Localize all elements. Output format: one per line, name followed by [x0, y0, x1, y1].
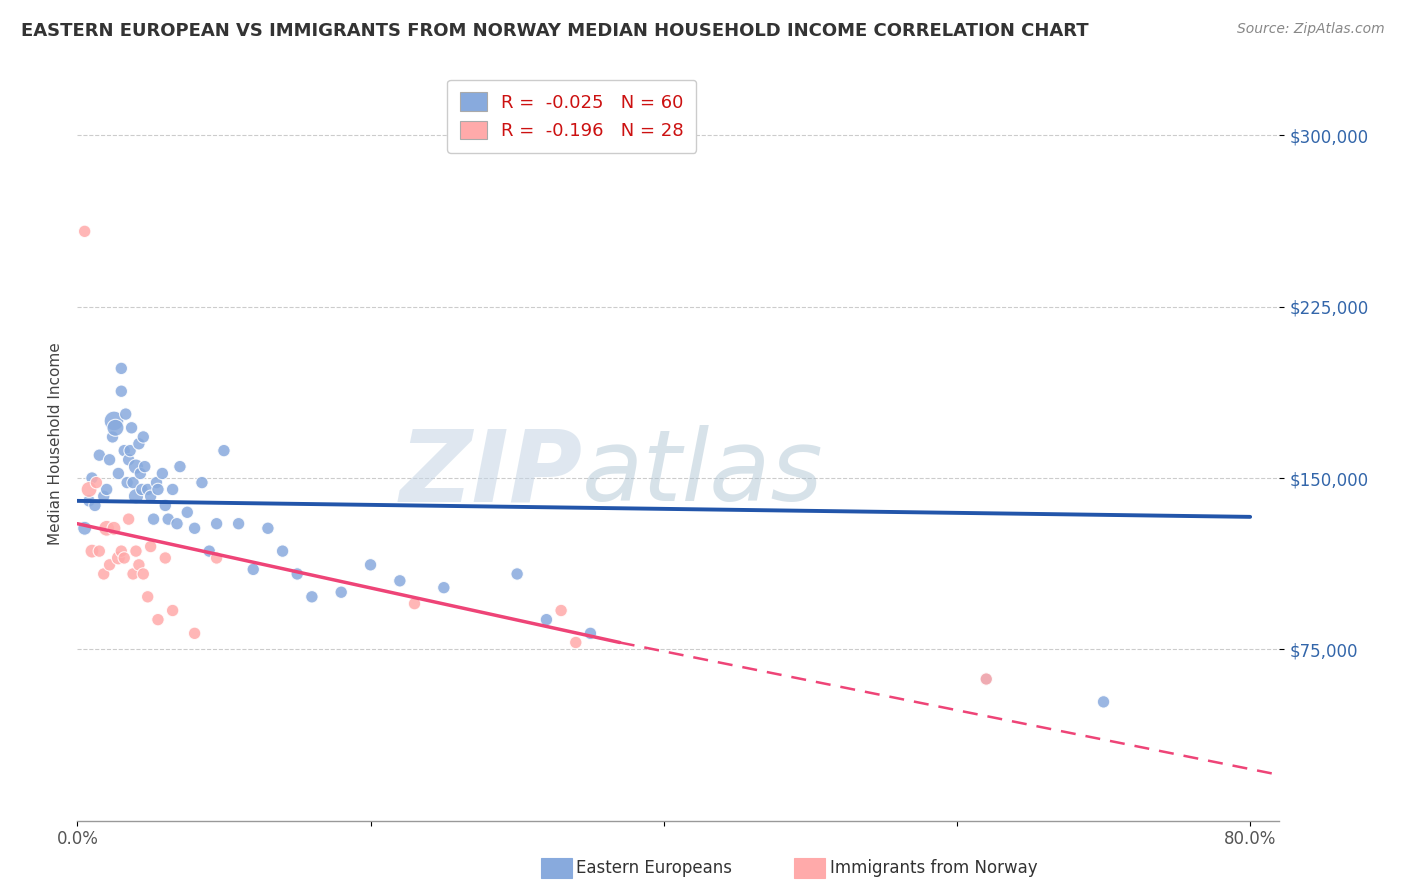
- Point: [136, 483, 159, 497]
- Point: [139, 540, 162, 554]
- Point: [157, 512, 180, 526]
- Point: [132, 430, 155, 444]
- Point: [550, 603, 572, 617]
- Point: [77, 483, 100, 497]
- Point: [183, 521, 205, 535]
- Point: [433, 581, 456, 595]
- Point: [536, 613, 558, 627]
- Point: [96, 521, 118, 535]
- Point: [150, 467, 173, 481]
- Point: [121, 421, 143, 435]
- Point: [125, 459, 148, 474]
- Point: [122, 566, 145, 581]
- Point: [205, 516, 228, 531]
- Point: [169, 459, 191, 474]
- Point: [96, 483, 118, 497]
- Point: [205, 551, 228, 566]
- Point: [162, 603, 184, 617]
- Point: [162, 483, 184, 497]
- Point: [107, 467, 129, 481]
- Point: [128, 436, 150, 450]
- Point: [89, 448, 111, 462]
- Point: [110, 544, 132, 558]
- Point: [103, 414, 125, 428]
- Point: [388, 574, 411, 588]
- Point: [89, 544, 111, 558]
- Point: [104, 421, 127, 435]
- Point: [112, 443, 135, 458]
- Point: [191, 475, 214, 490]
- Point: [176, 505, 198, 519]
- Point: [93, 489, 115, 503]
- Point: [134, 459, 156, 474]
- Point: [107, 551, 129, 566]
- Point: [125, 544, 148, 558]
- Point: [120, 443, 142, 458]
- Point: [285, 566, 308, 581]
- Point: [142, 512, 165, 526]
- Point: [110, 384, 132, 399]
- Point: [112, 551, 135, 566]
- Point: [212, 443, 235, 458]
- Point: [974, 672, 997, 686]
- Point: [579, 626, 602, 640]
- Y-axis label: Median Household Income: Median Household Income: [48, 343, 63, 545]
- Point: [1092, 695, 1115, 709]
- Point: [131, 483, 153, 497]
- Point: [228, 516, 250, 531]
- Point: [242, 562, 264, 576]
- Point: [166, 516, 188, 531]
- Point: [360, 558, 382, 572]
- Point: [73, 224, 96, 238]
- Legend: R =  -0.025   N = 60, R =  -0.196   N = 28: R = -0.025 N = 60, R = -0.196 N = 28: [447, 79, 696, 153]
- Point: [110, 361, 132, 376]
- Text: ZIP: ZIP: [399, 425, 582, 523]
- Point: [257, 521, 280, 535]
- Text: atlas: atlas: [582, 425, 824, 523]
- Point: [132, 566, 155, 581]
- Point: [117, 512, 139, 526]
- Point: [271, 544, 294, 558]
- Point: [330, 585, 353, 599]
- Point: [86, 475, 108, 490]
- Point: [122, 475, 145, 490]
- Point: [80, 544, 103, 558]
- Point: [128, 558, 150, 572]
- Point: [84, 499, 107, 513]
- Point: [198, 544, 221, 558]
- Point: [565, 635, 588, 649]
- Point: [136, 590, 159, 604]
- Point: [301, 590, 323, 604]
- Point: [155, 499, 177, 513]
- Point: [114, 407, 136, 421]
- Point: [183, 626, 205, 640]
- Point: [80, 471, 103, 485]
- Point: [145, 475, 167, 490]
- Point: [103, 521, 125, 535]
- Point: [974, 672, 997, 686]
- Point: [404, 597, 426, 611]
- Point: [98, 452, 121, 467]
- Text: Immigrants from Norway: Immigrants from Norway: [830, 859, 1038, 877]
- Point: [98, 558, 121, 572]
- Point: [146, 483, 169, 497]
- Point: [129, 467, 152, 481]
- Point: [155, 551, 177, 566]
- Text: Eastern Europeans: Eastern Europeans: [576, 859, 733, 877]
- Point: [115, 475, 138, 490]
- Point: [139, 489, 162, 503]
- Point: [73, 521, 96, 535]
- Point: [77, 494, 100, 508]
- Point: [146, 613, 169, 627]
- Point: [506, 566, 529, 581]
- Text: Source: ZipAtlas.com: Source: ZipAtlas.com: [1237, 22, 1385, 37]
- Point: [101, 430, 124, 444]
- Point: [93, 566, 115, 581]
- Point: [117, 452, 139, 467]
- Text: EASTERN EUROPEAN VS IMMIGRANTS FROM NORWAY MEDIAN HOUSEHOLD INCOME CORRELATION C: EASTERN EUROPEAN VS IMMIGRANTS FROM NORW…: [21, 22, 1088, 40]
- Point: [125, 489, 148, 503]
